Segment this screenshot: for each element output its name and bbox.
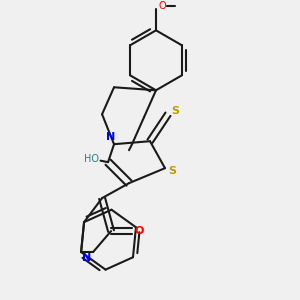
Text: N: N (106, 132, 116, 142)
Text: N: N (82, 253, 92, 263)
Text: S: S (172, 106, 179, 116)
Text: O: O (159, 2, 167, 11)
Text: S: S (169, 166, 176, 176)
Text: HO: HO (84, 154, 99, 164)
Text: O: O (135, 226, 144, 236)
